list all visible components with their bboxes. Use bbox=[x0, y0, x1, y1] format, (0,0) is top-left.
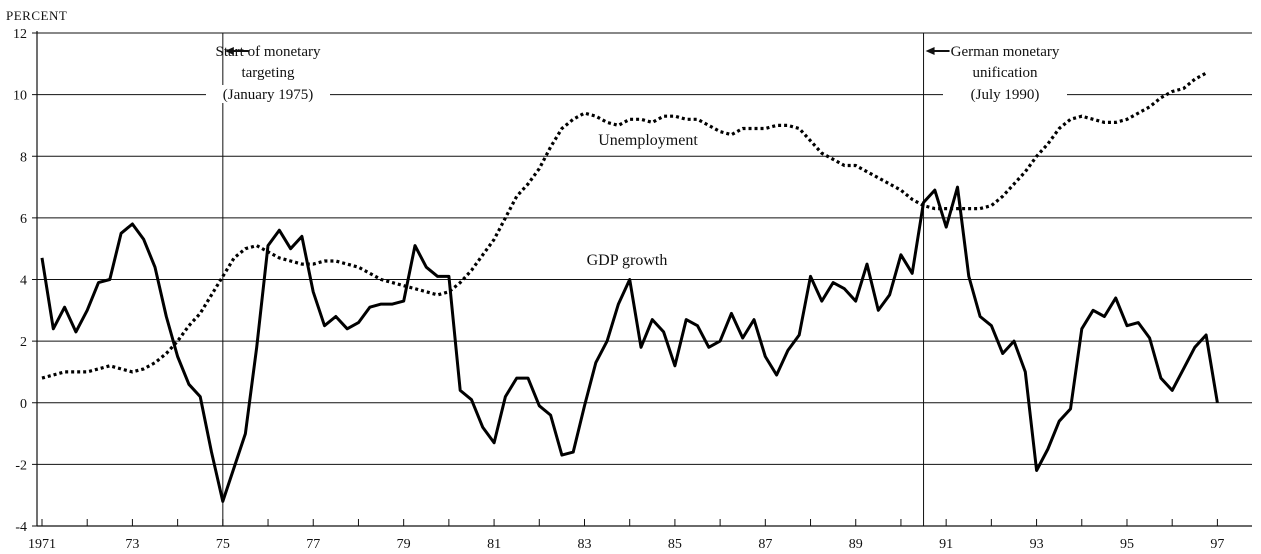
x-tick-labels: 1971 73 75 77 79 81 83 85 87 89 91 93 95 97 bbox=[28, 537, 1224, 552]
series-label: GDP growth bbox=[587, 252, 668, 269]
x-tick-label: 83 bbox=[577, 537, 591, 552]
event-markers bbox=[222, 33, 925, 526]
x-tick-label: 85 bbox=[668, 537, 682, 552]
y-tick-label: 4 bbox=[20, 274, 27, 289]
x-tick-label: 91 bbox=[939, 537, 953, 552]
arrow-head-icon bbox=[224, 47, 234, 55]
x-tick-label: 75 bbox=[216, 537, 230, 552]
x-tick-label: 81 bbox=[487, 537, 501, 552]
x-tick-label: 79 bbox=[397, 537, 411, 552]
y-tick-label: 2 bbox=[20, 335, 27, 350]
annotation-text: German monetary bbox=[951, 44, 1060, 60]
y-tick-labels: 12 10 8 6 4 2 0 -2 -4 bbox=[13, 27, 27, 535]
annotation-backdrop bbox=[206, 85, 330, 103]
series-label-backdrop bbox=[577, 250, 677, 270]
x-tick-label: 87 bbox=[758, 537, 772, 552]
y-axis-title: PERCENT bbox=[6, 8, 67, 23]
series-labels: GDP growth Unemployment bbox=[577, 130, 698, 270]
annotation-text: (July 1990) bbox=[971, 87, 1040, 103]
y-tick-label: 0 bbox=[20, 397, 27, 412]
series-lines bbox=[40, 71, 1219, 503]
y-tick-label: 10 bbox=[13, 89, 27, 104]
annotation-backdrop bbox=[943, 85, 1067, 103]
x-tick-label: 73 bbox=[125, 537, 139, 552]
y-tick-label: 8 bbox=[20, 150, 27, 165]
unemployment-line bbox=[41, 71, 1207, 380]
axes bbox=[32, 31, 1252, 527]
series-label-backdrop bbox=[598, 130, 698, 150]
annotation-text: (January 1975) bbox=[223, 87, 313, 103]
y-tick-label: 6 bbox=[20, 212, 27, 227]
x-tick-label: 1971 bbox=[28, 537, 56, 552]
x-tick-label: 93 bbox=[1030, 537, 1044, 552]
y-tick-label: -2 bbox=[15, 458, 27, 473]
annotation-text: targeting bbox=[241, 65, 295, 81]
x-tick-label: 97 bbox=[1210, 537, 1224, 552]
y-tick-label: 12 bbox=[13, 27, 27, 42]
series-label: Unemployment bbox=[598, 132, 698, 149]
y-tick-label: -4 bbox=[15, 520, 27, 535]
annotations: Start of monetary targeting (January 1975)… bbox=[206, 44, 1067, 103]
x-tick-label: 95 bbox=[1120, 537, 1134, 552]
annotation-text: Start of monetary bbox=[216, 44, 321, 60]
arrow-head-icon bbox=[925, 47, 935, 55]
x-tick-label: 77 bbox=[306, 537, 320, 552]
x-tick-label: 89 bbox=[849, 537, 863, 552]
annotation-text: unification bbox=[973, 65, 1038, 81]
gdp-growth-line bbox=[40, 185, 1219, 503]
